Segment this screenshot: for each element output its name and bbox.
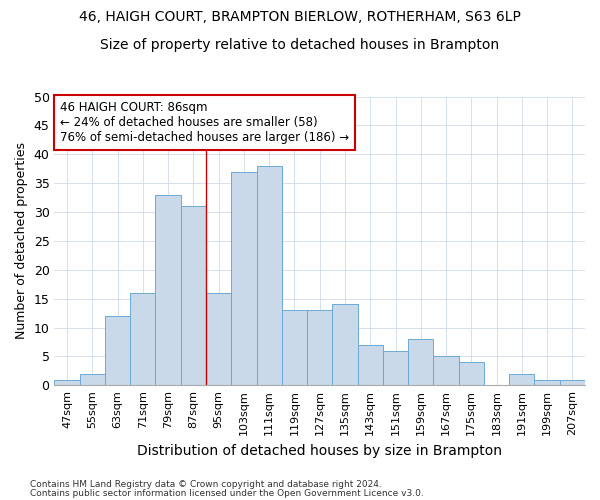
- Bar: [80, 374, 105, 386]
- Bar: [155, 194, 181, 386]
- Bar: [560, 380, 585, 386]
- Bar: [231, 172, 257, 386]
- Text: 46 HAIGH COURT: 86sqm
← 24% of detached houses are smaller (58)
76% of semi-deta: 46 HAIGH COURT: 86sqm ← 24% of detached …: [60, 101, 349, 144]
- Bar: [358, 345, 383, 386]
- Bar: [130, 293, 155, 386]
- X-axis label: Distribution of detached houses by size in Brampton: Distribution of detached houses by size …: [137, 444, 502, 458]
- Bar: [181, 206, 206, 386]
- Bar: [433, 356, 458, 386]
- Text: Contains public sector information licensed under the Open Government Licence v3: Contains public sector information licen…: [30, 488, 424, 498]
- Bar: [408, 339, 433, 386]
- Bar: [535, 380, 560, 386]
- Y-axis label: Number of detached properties: Number of detached properties: [15, 142, 28, 340]
- Bar: [206, 293, 231, 386]
- Bar: [307, 310, 332, 386]
- Bar: [332, 304, 358, 386]
- Bar: [509, 374, 535, 386]
- Bar: [105, 316, 130, 386]
- Bar: [383, 350, 408, 386]
- Bar: [458, 362, 484, 386]
- Bar: [282, 310, 307, 386]
- Text: Size of property relative to detached houses in Brampton: Size of property relative to detached ho…: [100, 38, 500, 52]
- Bar: [257, 166, 282, 386]
- Bar: [55, 380, 80, 386]
- Text: Contains HM Land Registry data © Crown copyright and database right 2024.: Contains HM Land Registry data © Crown c…: [30, 480, 382, 489]
- Text: 46, HAIGH COURT, BRAMPTON BIERLOW, ROTHERHAM, S63 6LP: 46, HAIGH COURT, BRAMPTON BIERLOW, ROTHE…: [79, 10, 521, 24]
